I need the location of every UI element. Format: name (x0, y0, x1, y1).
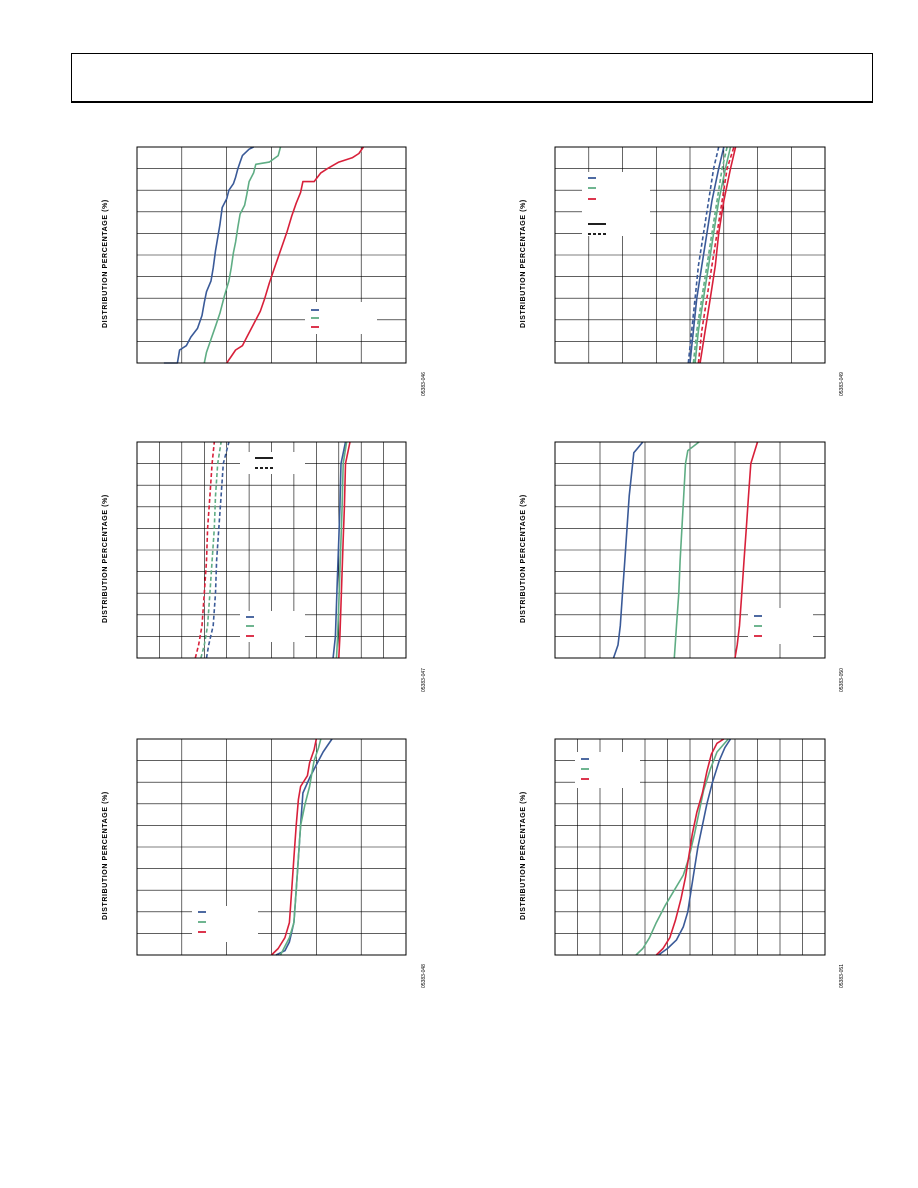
series-line-red-solid (734, 441, 759, 659)
plot-frame (554, 441, 826, 659)
series-line-green-solid (335, 441, 348, 659)
figure-code: 05383-046 (421, 372, 427, 396)
y-axis-label: DISTRIBUTION PERCENTAGE (%) (520, 199, 527, 328)
plot-frame (554, 146, 826, 364)
series-line-green-dashed (200, 441, 222, 659)
figure-code: 05383-047 (421, 668, 427, 692)
page-header-box (71, 53, 873, 103)
y-axis-label: DISTRIBUTION PERCENTAGE (%) (520, 494, 527, 623)
chart-plot-6 (554, 738, 826, 956)
y-axis-label: DISTRIBUTION PERCENTAGE (%) (102, 199, 109, 328)
series-line-red-solid (270, 738, 318, 956)
chart-plot-1 (136, 146, 407, 364)
figure-code: 05383-048 (421, 964, 427, 988)
legend-box (240, 452, 305, 474)
series-line-green-solid (279, 738, 322, 956)
series-line-green-solid (694, 146, 732, 364)
series-line-green-dashed (692, 146, 728, 364)
y-axis-label: DISTRIBUTION PERCENTAGE (%) (102, 791, 109, 920)
series-line-red-solid (226, 146, 365, 364)
legend-box (575, 752, 640, 788)
legend-box (582, 172, 650, 236)
figure-code: 05383-049 (839, 372, 845, 396)
chart-plot-3 (136, 441, 407, 659)
series-line-blue-solid (612, 441, 644, 659)
series-line-blue-solid (163, 146, 254, 364)
series-line-green-solid (673, 441, 700, 659)
series-line-blue-solid (689, 146, 725, 364)
plot-frame (554, 738, 826, 956)
plot-frame (136, 441, 407, 659)
plot-frame (136, 738, 407, 956)
figure-code: 05383-051 (839, 964, 845, 988)
series-line-red-solid (338, 441, 351, 659)
series-line-blue-solid (658, 738, 732, 956)
y-axis-label: DISTRIBUTION PERCENTAGE (%) (520, 791, 527, 920)
chart-plot-2 (554, 146, 826, 364)
plot-frame (136, 146, 407, 364)
chart-plot-4 (554, 441, 826, 659)
chart-plot-5 (136, 738, 407, 956)
series-line-green-solid (203, 146, 282, 364)
figure-code: 05383-050 (839, 668, 845, 692)
series-line-green-solid (635, 738, 729, 956)
y-axis-label: DISTRIBUTION PERCENTAGE (%) (102, 494, 109, 623)
series-line-blue-dashed (687, 146, 720, 364)
series-line-blue-dashed (205, 441, 230, 659)
series-line-red-solid (699, 146, 737, 364)
series-line-red-dashed (194, 441, 216, 659)
series-line-red-dashed (697, 146, 735, 364)
series-line-blue-solid (332, 441, 347, 659)
series-line-red-solid (655, 738, 725, 956)
